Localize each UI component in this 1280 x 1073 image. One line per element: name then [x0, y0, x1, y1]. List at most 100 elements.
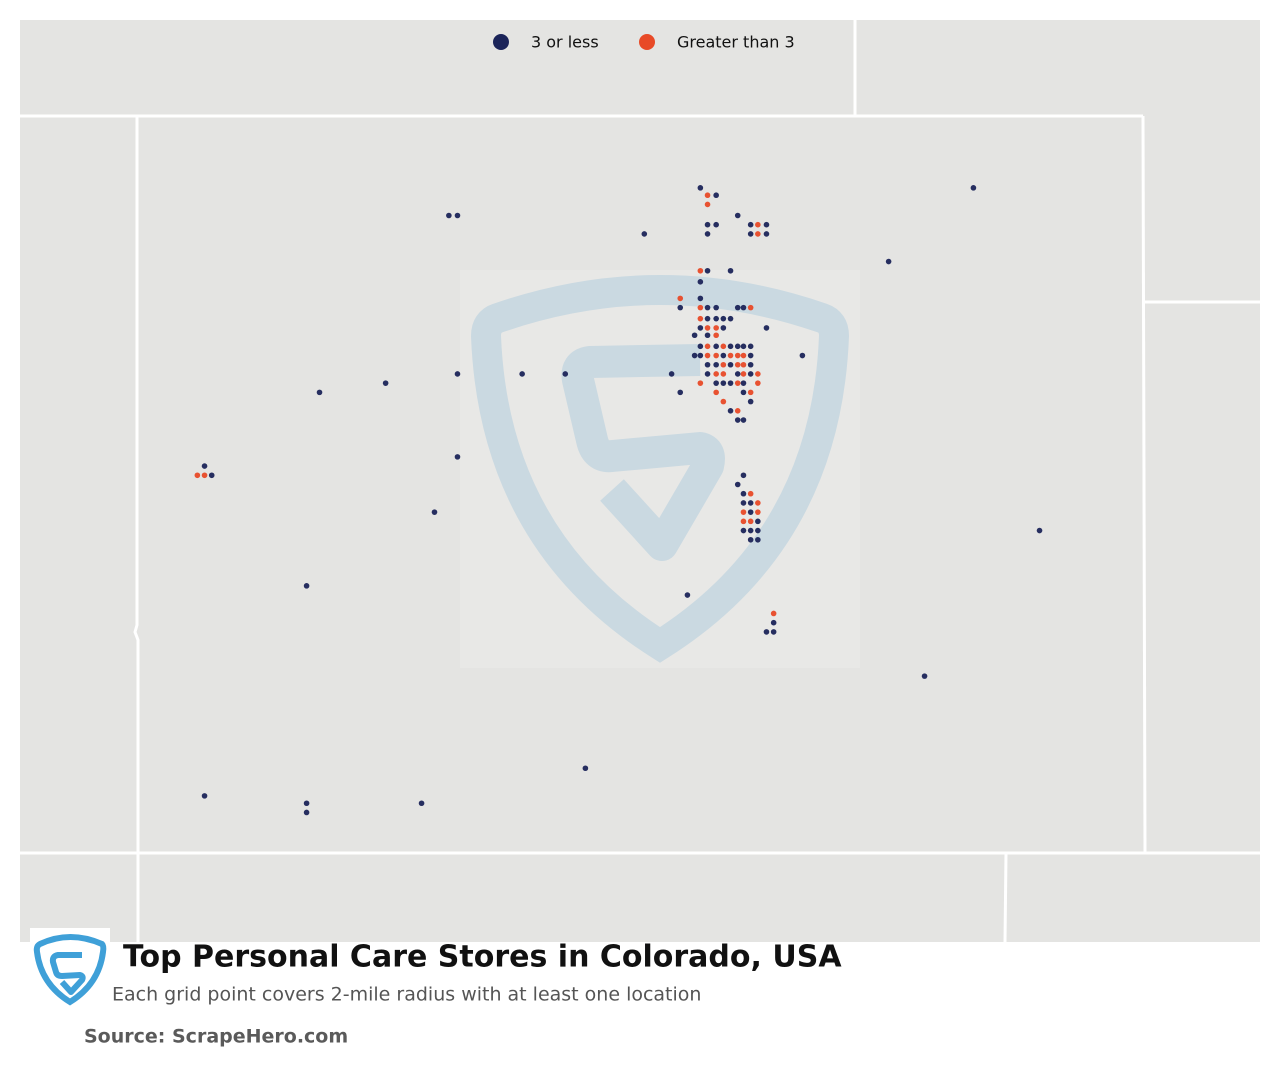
location-point [208, 472, 215, 479]
location-point [713, 389, 719, 396]
location-point [201, 472, 208, 479]
location-point [704, 315, 711, 322]
location-point [713, 352, 719, 359]
location-point [720, 380, 727, 386]
location-point [755, 509, 761, 515]
location-point [747, 304, 754, 311]
location-point [734, 371, 741, 377]
location-point [697, 380, 704, 386]
location-point [755, 380, 761, 386]
location-point [970, 185, 977, 191]
location-point [734, 352, 741, 359]
location-point [740, 371, 747, 377]
location-point [799, 352, 806, 359]
location-point [740, 509, 747, 515]
location-point [691, 332, 698, 339]
location-point [770, 629, 777, 635]
title: Top Personal Care Stores in Colorado, US… [123, 940, 842, 975]
location-point [697, 279, 704, 285]
location-point [740, 304, 747, 311]
location-point [720, 315, 727, 322]
location-point [770, 610, 777, 617]
location-point [747, 490, 754, 497]
location-point [382, 380, 389, 386]
location-point [734, 481, 741, 488]
location-point [713, 361, 719, 368]
location-point [704, 325, 711, 331]
location-point [755, 536, 761, 543]
location-point [727, 380, 734, 386]
location-point [677, 389, 684, 396]
logo [30, 928, 110, 1010]
location-point [763, 629, 770, 635]
location-point [713, 343, 719, 350]
location-point [740, 361, 747, 368]
location-point [740, 490, 747, 497]
location-point [763, 325, 770, 331]
location-point [720, 352, 727, 359]
location-point [720, 361, 727, 368]
location-point [720, 371, 727, 377]
location-point [704, 267, 711, 274]
location-point [921, 673, 928, 679]
border [1141, 115, 1147, 854]
location-point [303, 583, 310, 589]
location-point [727, 408, 734, 414]
subtitle: Each grid point covers 2-mile radius wit… [112, 984, 701, 1006]
border [133, 116, 140, 942]
location-point [704, 371, 711, 377]
location-point [734, 417, 741, 423]
location-point [562, 371, 569, 377]
watermark [460, 270, 860, 668]
logo-s [49, 952, 86, 995]
location-point [747, 371, 754, 377]
logo-shield [33, 934, 107, 1006]
location-point [747, 221, 754, 228]
location-point [201, 463, 208, 469]
location-point [519, 371, 525, 377]
location-point [740, 343, 747, 350]
points [194, 185, 1043, 816]
location-point [727, 361, 734, 368]
location-point [734, 343, 741, 350]
location-point [734, 408, 741, 414]
location-point [713, 221, 719, 228]
legend: 3 or less Greater than 3 [493, 33, 795, 52]
state-borders [20, 20, 1260, 943]
watermark-s [561, 344, 725, 561]
location-point [697, 295, 704, 302]
location-point [734, 361, 741, 368]
location-point [697, 185, 704, 191]
location-point [727, 352, 734, 359]
location-point [747, 389, 754, 396]
legend-label: 3 or less [531, 33, 599, 52]
location-point [720, 343, 727, 350]
location-point [697, 267, 704, 274]
location-point [740, 500, 747, 506]
location-point [727, 267, 734, 274]
location-point [713, 380, 719, 386]
location-point [770, 619, 777, 626]
location-point [763, 231, 770, 237]
location-point [713, 192, 719, 199]
location-point [747, 361, 754, 368]
legend-marker [639, 34, 655, 50]
location-point [582, 765, 589, 772]
location-point [755, 518, 761, 525]
location-point [740, 527, 747, 534]
location-point [713, 315, 719, 322]
location-point [740, 472, 747, 479]
location-point [454, 212, 461, 219]
location-point [740, 380, 747, 386]
location-point [740, 389, 747, 396]
location-point [763, 221, 770, 228]
location-point [194, 472, 201, 479]
location-point [697, 352, 704, 359]
location-point [713, 304, 719, 311]
location-point [303, 809, 310, 816]
source: Source: ScrapeHero.com [84, 1026, 348, 1048]
location-point [201, 793, 208, 799]
location-point [677, 304, 684, 311]
location-point [704, 192, 711, 199]
